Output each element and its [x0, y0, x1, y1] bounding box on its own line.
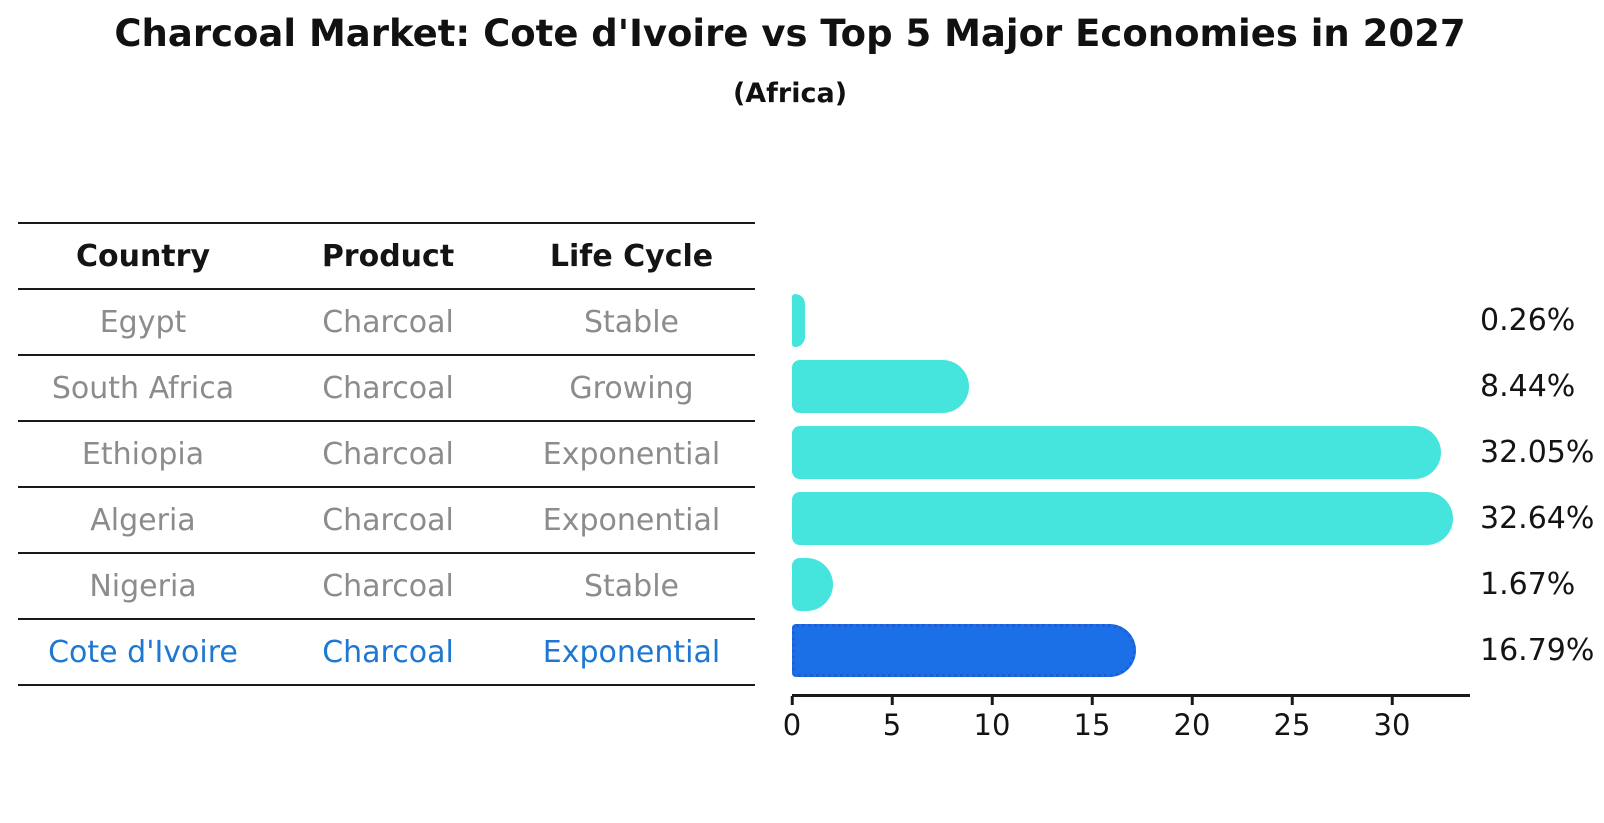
x-axis-tick-label: 0: [782, 708, 802, 742]
chart-row-south-africa: 8.44%: [792, 354, 1604, 420]
x-axis-tick-label: 10: [973, 708, 1011, 742]
cell-product: Charcoal: [322, 502, 454, 538]
x-axis-tick-label: 15: [1073, 708, 1111, 742]
bar-value-label-south-africa: 8.44%: [1480, 369, 1576, 404]
cell-product: Charcoal: [322, 436, 454, 472]
cell-country: Nigeria: [89, 568, 197, 604]
bar-value-label-egypt: 0.26%: [1480, 303, 1576, 338]
bar-plot-area: 0.26% 8.44% 32.05% 32.64% 1.67% 16.79%: [792, 288, 1604, 684]
cell-product: Charcoal: [322, 370, 454, 406]
bar-south-africa: [792, 360, 969, 413]
chart-row-nigeria: 1.67%: [792, 552, 1604, 618]
cell-country: Ethiopia: [81, 436, 205, 472]
table-row-cote-divoire: Cote d'Ivoire Charcoal Exponential: [18, 620, 755, 686]
country-table: Country Product Life Cycle Egypt Charcoa…: [18, 222, 755, 686]
table-row-egypt: Egypt Charcoal Stable: [18, 290, 755, 356]
bar-value-label-nigeria: 1.67%: [1480, 567, 1576, 602]
bar-egypt: [792, 294, 806, 347]
table-header-country: Country: [75, 238, 211, 274]
bar-ethiopia: [792, 426, 1441, 479]
cell-product: Charcoal: [322, 568, 454, 604]
x-axis-tick: [990, 696, 994, 705]
x-axis: 0 5 10 15 20 25 30: [783, 694, 1470, 742]
chart-row-egypt: 0.26%: [792, 288, 1604, 354]
cell-product: Charcoal: [322, 304, 454, 340]
table-row-south-africa: South Africa Charcoal Growing: [18, 356, 755, 422]
cell-country: Egypt: [99, 304, 187, 340]
table-row-ethiopia: Ethiopia Charcoal Exponential: [18, 422, 755, 488]
chart-row-cote-divoire: 16.79%: [792, 618, 1604, 684]
bar-value-label-cote-divoire: 16.79%: [1480, 633, 1595, 668]
chart-row-algeria: 32.64%: [792, 486, 1604, 552]
table-header-row: Country Product Life Cycle: [18, 222, 755, 290]
bar-value-label-algeria: 32.64%: [1480, 501, 1595, 536]
bar-algeria: [792, 492, 1453, 545]
x-axis-tick: [1290, 696, 1294, 705]
table-row-nigeria: Nigeria Charcoal Stable: [18, 554, 755, 620]
x-axis-tick-label: 30: [1373, 708, 1411, 742]
table-header-product: Product: [321, 238, 455, 274]
cell-lifecycle: Exponential: [542, 436, 721, 472]
cell-lifecycle: Exponential: [542, 634, 721, 670]
x-axis-tick: [1090, 696, 1094, 705]
cell-country: Algeria: [90, 502, 196, 538]
bar-value-label-ethiopia: 32.05%: [1480, 435, 1595, 470]
x-axis-tick: [790, 696, 794, 705]
cell-country: South Africa: [51, 370, 235, 406]
cell-lifecycle: Stable: [583, 304, 680, 340]
bar-nigeria: [792, 558, 834, 611]
chart-subtitle: (Africa): [732, 78, 848, 109]
x-axis-tick: [1190, 696, 1194, 705]
x-axis-tick: [1390, 696, 1394, 705]
cell-lifecycle: Stable: [583, 568, 680, 604]
chart-title: Charcoal Market: Cote d'Ivoire vs Top 5 …: [114, 12, 1466, 55]
cell-lifecycle: Growing: [569, 370, 694, 406]
x-axis-tick: [890, 696, 894, 705]
x-axis-tick-label: 5: [882, 708, 902, 742]
x-axis-tick-label: 20: [1173, 708, 1211, 742]
cell-lifecycle: Exponential: [542, 502, 721, 538]
cell-country: Cote d'Ivoire: [48, 634, 238, 670]
table-header-lifecycle: Life Cycle: [549, 238, 714, 274]
x-axis-tick-label: 25: [1273, 708, 1311, 742]
table-row-algeria: Algeria Charcoal Exponential: [18, 488, 755, 554]
bar-cote-divoire: [792, 624, 1136, 677]
cell-product: Charcoal: [322, 634, 454, 670]
chart-row-ethiopia: 32.05%: [792, 420, 1604, 486]
